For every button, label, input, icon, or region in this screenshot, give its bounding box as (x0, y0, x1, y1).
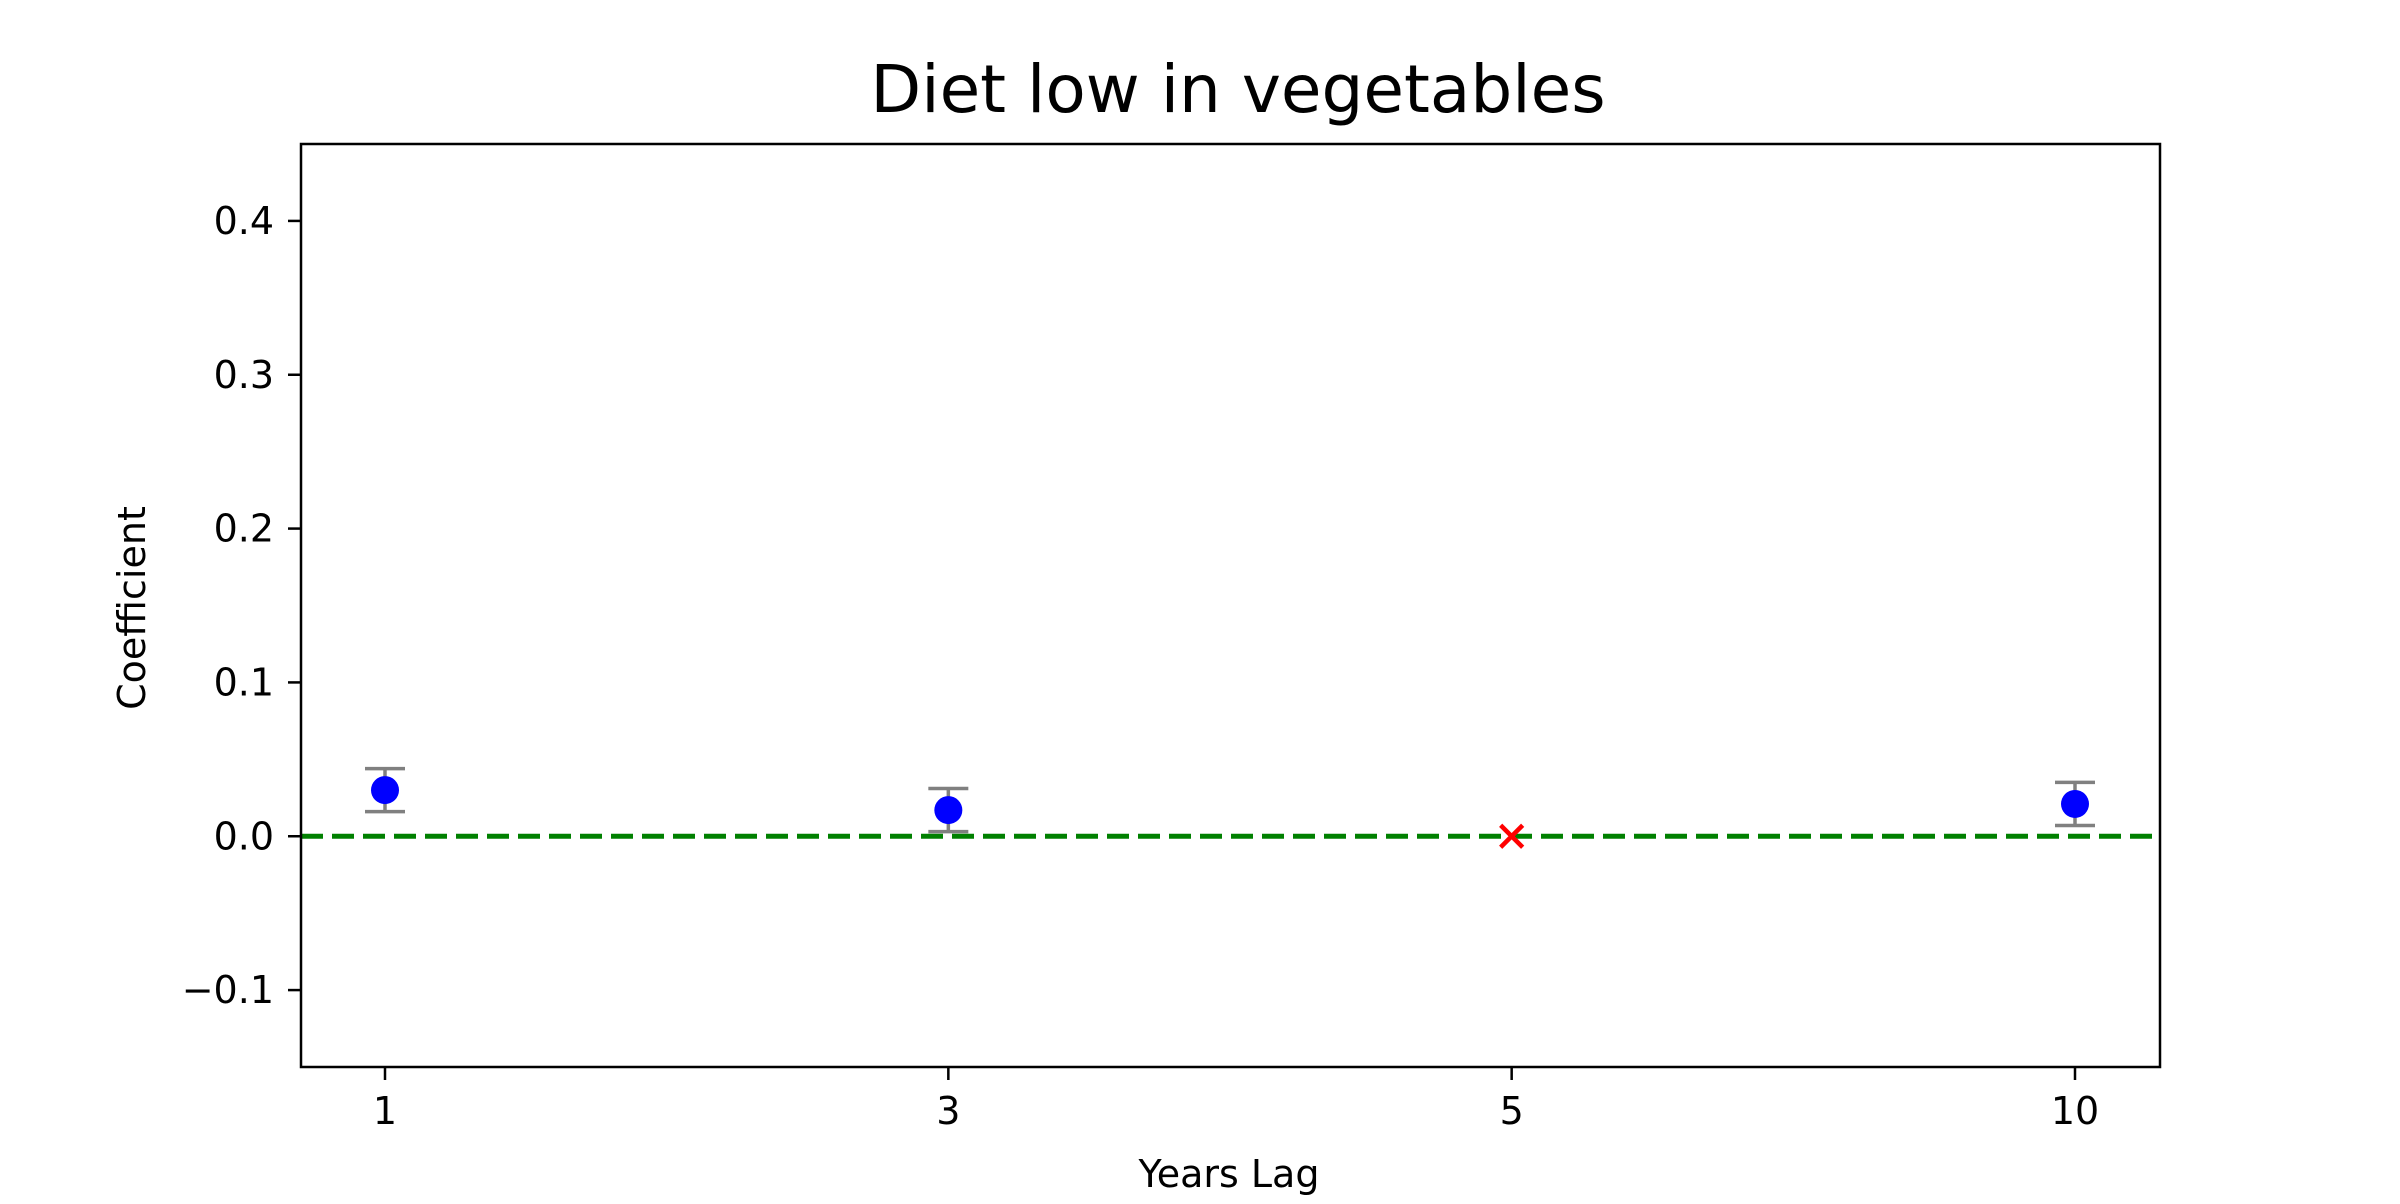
plot-frame (299, 142, 2162, 1069)
y-tick-label: 0.0 (214, 814, 274, 858)
data-point (934, 796, 963, 825)
x-tick-label: 3 (936, 1089, 960, 1133)
y-tick-label: 0.3 (214, 353, 274, 397)
y-tick-label: −0.1 (182, 968, 274, 1012)
y-axis-label: Coefficient (110, 506, 154, 710)
plot-area: −0.1 0.0 0.1 0.2 0.3 0.4 1 3 5 10 (182, 142, 2162, 1133)
x-tick-label: 1 (373, 1089, 397, 1133)
x-tick-label: 5 (1500, 1089, 1524, 1133)
y-tick-label: 0.4 (214, 199, 274, 243)
data-point (371, 776, 399, 805)
y-tick-label: 0.1 (214, 660, 274, 704)
chart-title: Diet low in vegetables (870, 51, 1605, 128)
y-tick-label: 0.2 (214, 507, 274, 551)
x-tick-label: 10 (2051, 1089, 2099, 1133)
data-point (2061, 789, 2089, 818)
x-axis-label: Years Lag (1138, 1152, 1320, 1196)
missing-marker-stroke (1499, 823, 1525, 849)
